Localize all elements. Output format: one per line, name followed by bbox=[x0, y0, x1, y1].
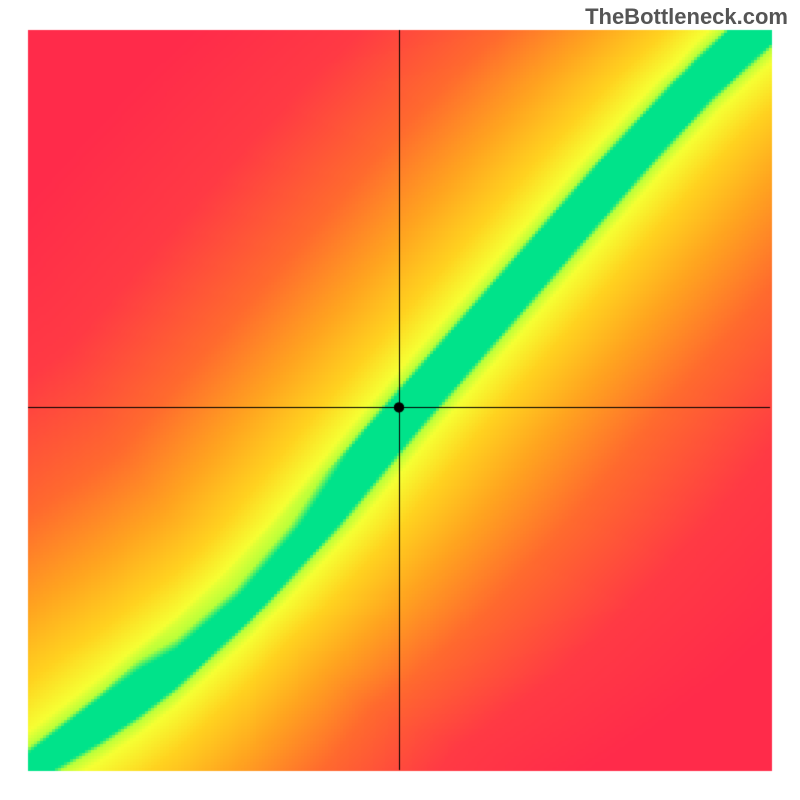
heatmap-canvas bbox=[0, 0, 800, 800]
watermark-text: TheBottleneck.com bbox=[585, 4, 788, 30]
bottleneck-heatmap-chart: TheBottleneck.com bbox=[0, 0, 800, 800]
